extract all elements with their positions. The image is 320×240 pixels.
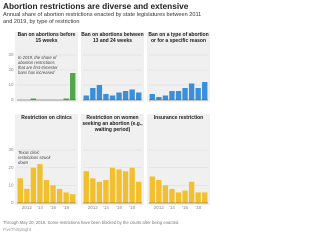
bar bbox=[116, 169, 122, 203]
bar bbox=[56, 188, 63, 203]
bar bbox=[63, 192, 69, 203]
annotation: In 2019, the share of abortion restricti… bbox=[18, 55, 58, 75]
bar bbox=[156, 180, 162, 203]
bar bbox=[30, 98, 37, 100]
bar bbox=[136, 181, 142, 203]
bar bbox=[109, 95, 116, 100]
x-tick-label: '14 bbox=[37, 205, 43, 210]
y-tick-label: 30 bbox=[8, 147, 14, 152]
bar bbox=[90, 88, 96, 100]
bar bbox=[30, 167, 37, 203]
y-tick-label: 0 bbox=[11, 200, 14, 205]
panel-title: Restriction on clinics bbox=[21, 115, 72, 121]
panel-title: Insurance restriction bbox=[153, 115, 204, 121]
bar bbox=[103, 94, 109, 100]
chart-area: 0 10 20 30 0 10 20 30 2012 '14 '16 '18 2012 '14 '16 '18… bbox=[8, 32, 210, 210]
footer: Through May 20, 2019. Some restrictions … bbox=[3, 220, 180, 225]
y-tick-label: 0 bbox=[11, 97, 14, 102]
y-tick-label: 30 bbox=[8, 52, 14, 57]
bar bbox=[96, 181, 103, 203]
x-tick-label: '14 bbox=[169, 205, 175, 210]
bar bbox=[43, 180, 50, 203]
bar bbox=[83, 171, 89, 203]
panel-title: Restriction on women seeking an abortion… bbox=[82, 115, 143, 133]
x-tick-label: '18 bbox=[129, 205, 135, 210]
bar bbox=[17, 178, 23, 203]
bar bbox=[149, 176, 155, 203]
bar bbox=[50, 185, 56, 203]
bar bbox=[188, 83, 195, 100]
title: Abortion restrictions are diverse and ex… bbox=[3, 1, 189, 11]
y-tick-label: 20 bbox=[8, 67, 14, 72]
bar bbox=[103, 180, 109, 203]
bar bbox=[96, 85, 103, 100]
bar bbox=[182, 88, 188, 100]
bar bbox=[175, 192, 182, 203]
panel-title: Ban on a type of abortion or for a speci… bbox=[148, 32, 209, 44]
panel-background bbox=[15, 32, 78, 102]
bar bbox=[182, 190, 188, 203]
bar bbox=[202, 82, 208, 100]
annotation: Texas clinic restrictions struck down bbox=[18, 150, 51, 165]
bar bbox=[188, 181, 195, 203]
bar bbox=[24, 188, 30, 203]
x-tick-label: 2012 bbox=[154, 205, 165, 210]
bar bbox=[195, 192, 201, 203]
y-tick-label: 10 bbox=[8, 183, 14, 188]
x-tick-label: '16 bbox=[50, 205, 56, 210]
bar bbox=[83, 95, 89, 100]
bar bbox=[162, 95, 169, 100]
bar bbox=[129, 167, 135, 203]
x-tick-label: 2012 bbox=[22, 205, 33, 210]
bar bbox=[109, 167, 116, 203]
bar bbox=[129, 89, 135, 100]
source: FiveThirtyEight bbox=[3, 227, 31, 232]
bar bbox=[169, 91, 175, 100]
bar bbox=[37, 164, 43, 203]
bar bbox=[162, 185, 169, 203]
page: 0 10 20 30 0 10 20 30 2012 '14 '16 '18 2012 '14 '16 '18… bbox=[3, 1, 210, 232]
bar bbox=[70, 194, 76, 203]
panel-title: Ban on abortions between 13 and 24 weeks bbox=[81, 32, 144, 44]
x-tick-label: '14 bbox=[103, 205, 109, 210]
x-tick-label: '18 bbox=[63, 205, 69, 210]
bar bbox=[70, 73, 76, 100]
x-tick-label: '16 bbox=[116, 205, 122, 210]
bar bbox=[156, 97, 162, 100]
bar bbox=[202, 192, 208, 203]
bar bbox=[169, 188, 175, 203]
x-tick-label: '16 bbox=[182, 205, 188, 210]
bar bbox=[122, 91, 129, 100]
bar bbox=[63, 98, 69, 100]
bar bbox=[195, 88, 201, 100]
bar bbox=[175, 91, 182, 100]
panel-title: Ban on abortions before 15 weeks bbox=[17, 32, 76, 44]
x-tick-label: '18 bbox=[195, 205, 201, 210]
bar bbox=[90, 178, 96, 203]
bar bbox=[149, 94, 155, 100]
bar bbox=[122, 171, 129, 203]
y-tick-label: 20 bbox=[8, 165, 14, 170]
x-tick-label: 2012 bbox=[88, 205, 99, 210]
bar bbox=[116, 92, 122, 100]
subtitle: Annual share of abortion restrictions en… bbox=[3, 12, 202, 25]
bar bbox=[136, 92, 142, 100]
y-tick-label: 10 bbox=[8, 82, 14, 87]
